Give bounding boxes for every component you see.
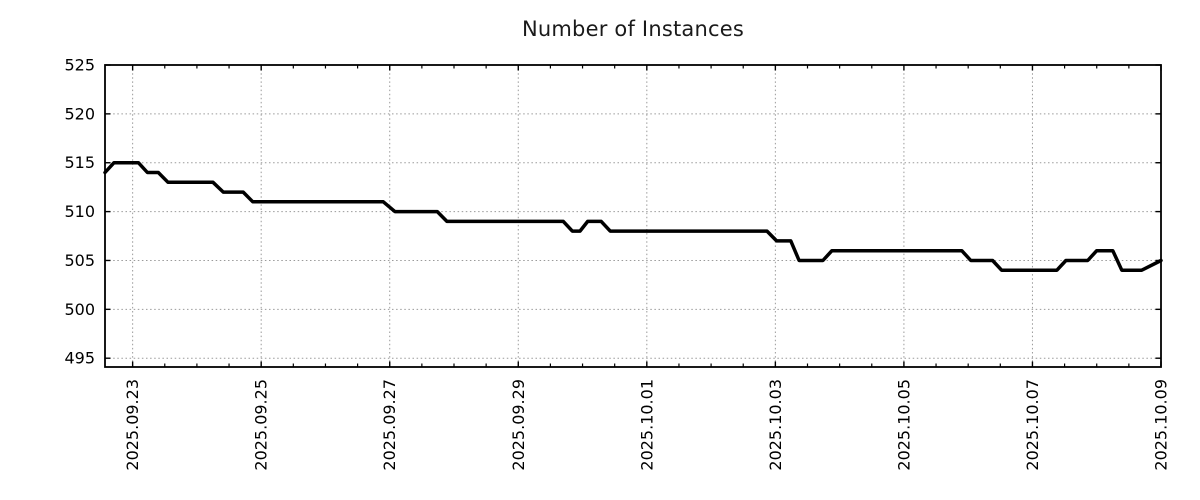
x-tick-label: 2025.10.05 [894, 379, 913, 471]
x-tick-label: 2025.09.23 [123, 379, 142, 471]
series-line [103, 160, 1163, 272]
x-tick-label: 2025.10.07 [1023, 379, 1042, 471]
x-tick-label: 2025.10.03 [766, 379, 785, 471]
y-tick-label: 510 [64, 202, 95, 221]
y-tick-label: 525 [64, 56, 95, 75]
y-tick-label: 495 [64, 349, 95, 368]
x-tick-label: 2025.10.01 [637, 379, 656, 471]
y-tick-label: 515 [64, 153, 95, 172]
plot-border [104, 64, 1162, 368]
x-tick-label: 2025.09.27 [380, 379, 399, 471]
y-tick-label: 520 [64, 104, 95, 123]
x-tick-label: 2025.09.29 [509, 379, 528, 471]
x-tick-label: 2025.10.09 [1152, 379, 1171, 471]
x-tick-label: 2025.09.25 [252, 379, 271, 471]
y-tick-label: 505 [64, 251, 95, 270]
y-tick-label: 500 [64, 300, 95, 319]
chart-title: Number of Instances [521, 17, 744, 41]
